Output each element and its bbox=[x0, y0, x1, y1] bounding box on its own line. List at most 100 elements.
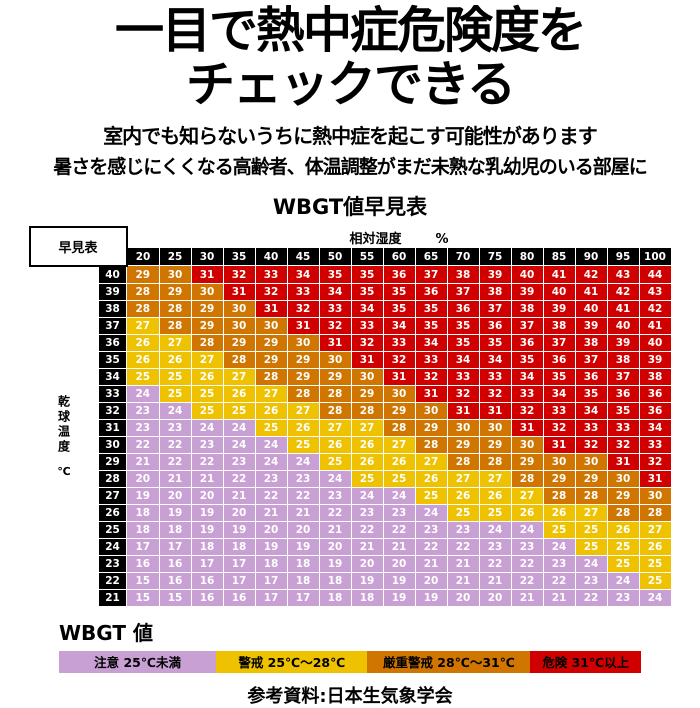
wbgt-cell: 23 bbox=[254, 469, 288, 488]
wbgt-cell: 21 bbox=[478, 571, 512, 590]
wbgt-cell: 28 bbox=[542, 486, 576, 505]
wbgt-cell: 28 bbox=[318, 384, 352, 403]
wbgt-cell: 26 bbox=[254, 401, 288, 420]
wbgt-cell: 22 bbox=[478, 554, 512, 573]
main-title: 一目で熱中症危険度を チェックできる bbox=[0, 0, 700, 112]
wbgt-cell: 31 bbox=[510, 418, 544, 437]
wbgt-cell: 21 bbox=[126, 452, 160, 471]
table-row: 23 16 16 17 17 18 18 19 20 20 21 21 22 22 23 24 25 25 bbox=[30, 554, 672, 573]
temp-row-header: 30 bbox=[98, 435, 127, 454]
wbgt-cell: 18 bbox=[350, 588, 384, 607]
wbgt-cell: 37 bbox=[574, 350, 608, 369]
wbgt-cell: 20 bbox=[446, 588, 480, 607]
wbgt-cell: 30 bbox=[190, 282, 224, 301]
wbgt-cell: 28 bbox=[318, 401, 352, 420]
main-title-line1: 一目で熱中症危険度を bbox=[114, 2, 587, 59]
wbgt-cell: 29 bbox=[254, 350, 288, 369]
wbgt-cell: 29 bbox=[510, 452, 544, 471]
humidity-col-header: 100 bbox=[638, 247, 672, 267]
wbgt-cell: 17 bbox=[222, 571, 256, 590]
table-row: 37 27 28 29 30 30 31 32 33 34 35 35 36 37 38 39 40 41 bbox=[30, 316, 672, 335]
wbgt-cell: 31 bbox=[638, 469, 672, 488]
wbgt-cell: 30 bbox=[254, 316, 288, 335]
wbgt-cell: 37 bbox=[446, 282, 480, 301]
wbgt-cell: 34 bbox=[286, 265, 320, 284]
wbgt-cell: 28 bbox=[414, 435, 448, 454]
wbgt-cell: 22 bbox=[350, 520, 384, 539]
wbgt-cell: 17 bbox=[158, 537, 192, 556]
wbgt-cell: 24 bbox=[190, 418, 224, 437]
wbgt-cell: 26 bbox=[382, 452, 416, 471]
wbgt-cell: 25 bbox=[606, 537, 640, 556]
wbgt-cell: 32 bbox=[254, 282, 288, 301]
temp-row-header: 38 bbox=[98, 299, 127, 318]
table-title: WBGT値早見表 bbox=[272, 194, 428, 219]
wbgt-cell: 38 bbox=[638, 367, 672, 386]
wbgt-cell: 35 bbox=[318, 265, 352, 284]
table-row: 32 23 24 25 25 26 27 28 28 29 30 31 31 32 33 34 35 36 bbox=[30, 401, 672, 420]
temp-row-header: 35 bbox=[98, 350, 127, 369]
wbgt-cell: 28 bbox=[190, 333, 224, 352]
wbgt-cell: 20 bbox=[254, 520, 288, 539]
wbgt-table-wrap: 早見表 相対湿度% 20 25 30 35 40 45 50 55 60 65 70 75 80 85 90 95… bbox=[0, 225, 700, 607]
temp-row-header: 24 bbox=[98, 537, 127, 556]
wbgt-cell: 29 bbox=[254, 333, 288, 352]
wbgt-cell: 16 bbox=[190, 571, 224, 590]
wbgt-cell: 32 bbox=[382, 350, 416, 369]
wbgt-cell: 33 bbox=[478, 367, 512, 386]
wbgt-cell: 30 bbox=[542, 452, 576, 471]
wbgt-cell: 17 bbox=[254, 571, 288, 590]
source-credit: 参考資料:日本生気象学会 bbox=[247, 685, 453, 707]
wbgt-cell: 26 bbox=[190, 367, 224, 386]
wbgt-cell: 35 bbox=[542, 367, 576, 386]
wbgt-cell: 24 bbox=[222, 435, 256, 454]
wbgt-cell: 40 bbox=[510, 265, 544, 284]
wbgt-cell: 26 bbox=[638, 537, 672, 556]
table-row: 31 23 23 24 24 25 26 27 27 28 29 30 30 31 32 33 33 34 bbox=[30, 418, 672, 437]
wbgt-cell: 30 bbox=[510, 435, 544, 454]
wbgt-cell: 23 bbox=[574, 571, 608, 590]
wbgt-cell: 19 bbox=[318, 554, 352, 573]
wbgt-cell: 33 bbox=[638, 435, 672, 454]
table-row: 28 20 21 21 22 23 23 24 25 25 26 27 27 28 29 29 30 31 bbox=[30, 469, 672, 488]
wbgt-cell: 28 bbox=[126, 282, 160, 301]
wbgt-cell: 18 bbox=[126, 503, 160, 522]
wbgt-cell: 43 bbox=[638, 282, 672, 301]
wbgt-cell: 37 bbox=[414, 265, 448, 284]
wbgt-cell: 18 bbox=[286, 571, 320, 590]
wbgt-cell: 30 bbox=[286, 333, 320, 352]
wbgt-cell: 36 bbox=[542, 350, 576, 369]
humidity-col-header: 30 bbox=[190, 247, 224, 267]
wbgt-cell: 15 bbox=[126, 571, 160, 590]
wbgt-cell: 22 bbox=[574, 588, 608, 607]
wbgt-cell: 33 bbox=[414, 350, 448, 369]
wbgt-cell: 39 bbox=[574, 316, 608, 335]
wbgt-cell: 36 bbox=[606, 384, 640, 403]
wbgt-cell: 23 bbox=[382, 503, 416, 522]
wbgt-cell: 32 bbox=[446, 384, 480, 403]
wbgt-cell: 24 bbox=[478, 520, 512, 539]
wbgt-cell: 23 bbox=[414, 520, 448, 539]
wbgt-cell: 26 bbox=[126, 350, 160, 369]
wbgt-cell: 27 bbox=[190, 350, 224, 369]
wbgt-cell: 33 bbox=[318, 299, 352, 318]
wbgt-cell: 31 bbox=[446, 401, 480, 420]
temp-row-header: 31 bbox=[98, 418, 127, 437]
wbgt-cell: 31 bbox=[478, 401, 512, 420]
wbgt-cell: 26 bbox=[414, 469, 448, 488]
humidity-col-header: 85 bbox=[542, 247, 576, 267]
wbgt-cell: 35 bbox=[382, 299, 416, 318]
wbgt-cell: 23 bbox=[606, 588, 640, 607]
wbgt-cell: 31 bbox=[414, 384, 448, 403]
wbgt-cell: 42 bbox=[638, 299, 672, 318]
wbgt-cell: 20 bbox=[382, 554, 416, 573]
wbgt-cell: 18 bbox=[318, 588, 352, 607]
wbgt-cell: 15 bbox=[126, 588, 160, 607]
wbgt-cell: 25 bbox=[382, 469, 416, 488]
wbgt-cell: 22 bbox=[414, 537, 448, 556]
wbgt-cell: 27 bbox=[574, 503, 608, 522]
wbgt-cell: 29 bbox=[286, 367, 320, 386]
wbgt-cell: 27 bbox=[286, 401, 320, 420]
wbgt-cell: 35 bbox=[510, 350, 544, 369]
wbgt-cell: 28 bbox=[606, 503, 640, 522]
